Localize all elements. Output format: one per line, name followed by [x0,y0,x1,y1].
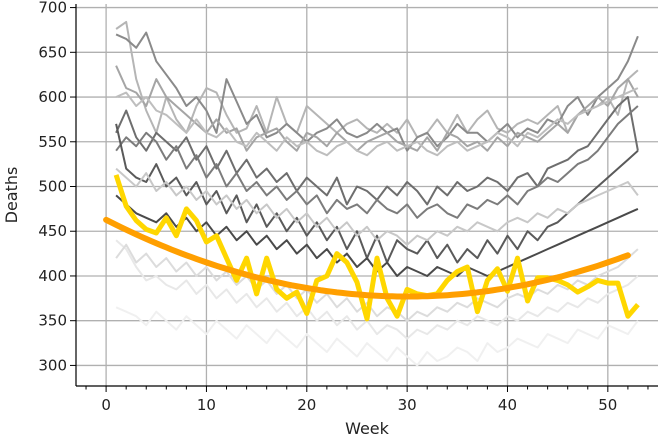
series-line-12 [115,167,639,246]
y-tick-label: 550 [38,133,67,151]
y-tick-label: 400 [38,267,67,285]
series-line-9 [115,239,639,340]
y-tick-label: 650 [38,43,67,61]
series-line-3 [115,65,639,152]
series-lines [103,20,640,367]
y-axis-label: Deaths [2,167,21,224]
y-tick-label: 600 [38,88,67,106]
x-tick-label: 20 [297,396,316,414]
x-tick-label: 0 [101,396,111,414]
series-line-2 [115,31,639,152]
x-axis-label: Week [345,419,390,438]
gridlines [76,4,658,386]
axis-ticks: 0 10 20 30 40 50 300 350 400 450 500 550 600 650 700 [38,0,649,414]
x-tick-label: 30 [398,396,417,414]
x-tick-label: 10 [197,396,216,414]
y-tick-label: 300 [38,356,67,374]
series-line-1 [115,20,639,139]
series-line-10 [115,306,639,367]
y-tick-label: 350 [38,312,67,330]
x-tick-label: 40 [498,396,517,414]
trend-curve [103,216,631,300]
series-line-11 [115,243,639,322]
series-line-6 [115,105,639,219]
y-tick-label: 700 [38,0,67,17]
series-line-7 [115,123,639,264]
series-line-4 [115,87,639,157]
y-tick-label: 500 [38,178,67,196]
y-tick-label: 450 [38,222,67,240]
x-tick-label: 50 [598,396,617,414]
axes-frame [75,4,658,387]
